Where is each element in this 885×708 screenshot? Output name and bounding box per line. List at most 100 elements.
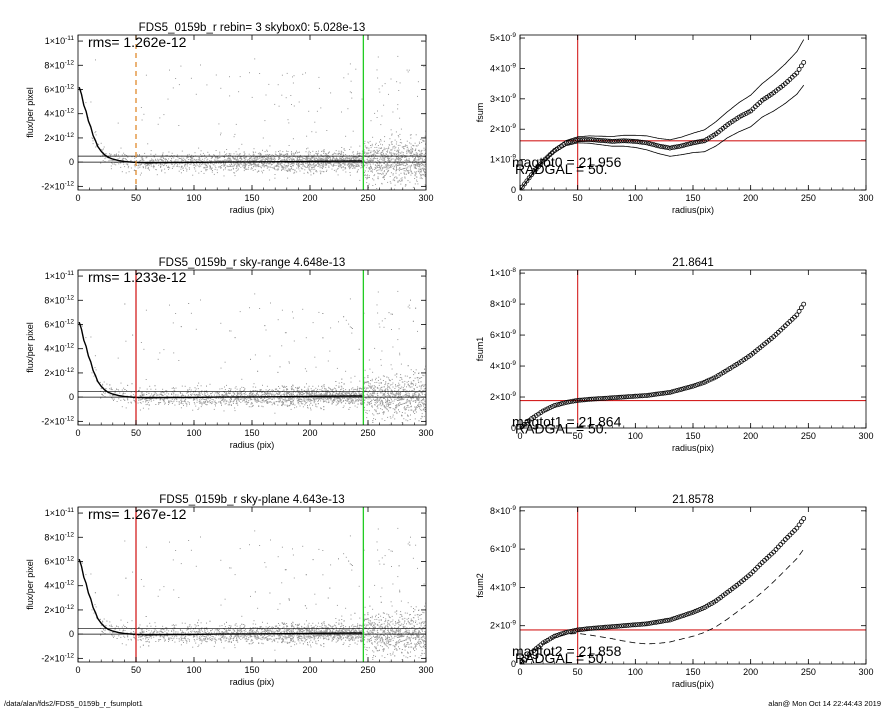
scatter-point: [298, 168, 300, 170]
scatter-point: [297, 386, 299, 388]
scatter-point: [254, 159, 256, 161]
scatter-point: [281, 94, 283, 96]
scatter-point: [408, 385, 410, 386]
scatter-point: [403, 172, 405, 174]
scatter-point: [233, 160, 235, 162]
scatter-point: [206, 166, 208, 168]
scatter-point: [184, 395, 186, 397]
scatter-point: [398, 147, 399, 149]
scatter-point: [317, 154, 318, 156]
scatter-point: [380, 378, 382, 380]
scatter-point: [253, 152, 255, 154]
scatter-point: [369, 166, 371, 168]
scatter-point: [406, 151, 407, 153]
scatter-point: [323, 401, 325, 403]
scatter-point: [397, 180, 399, 182]
scatter-point: [358, 159, 359, 161]
scatter-point: [205, 164, 207, 166]
scatter-point: [419, 172, 421, 174]
scatter-point: [237, 160, 239, 162]
scatter-point: [168, 158, 170, 160]
scatter-point: [387, 163, 389, 165]
scatter-point: [390, 398, 392, 400]
scatter-point: [140, 395, 142, 397]
scatter-point: [314, 157, 316, 159]
scatter-point: [204, 157, 206, 159]
scatter-point: [383, 171, 385, 173]
scatter-point: [293, 340, 295, 342]
scatter-point: [245, 158, 247, 160]
scatter-point: [327, 162, 329, 164]
scatter-point: [172, 87, 174, 89]
scatter-point: [245, 165, 246, 167]
scatter-point: [371, 170, 373, 172]
scatter-point: [220, 134, 221, 136]
scatter-point: [309, 163, 311, 165]
scatter-point: [332, 402, 334, 403]
scatter-point: [339, 164, 341, 166]
scatter-point: [419, 171, 421, 173]
scatter-point: [315, 151, 317, 152]
scatter-point: [409, 155, 411, 156]
scatter-point: [282, 151, 284, 153]
scatter-point: [384, 396, 386, 398]
scatter-point: [191, 157, 193, 159]
scatter-point: [417, 159, 419, 161]
scatter-point: [420, 171, 422, 173]
scatter-point: [423, 404, 425, 405]
scatter-point: [246, 403, 248, 405]
scatter-point: [284, 158, 285, 160]
scatter-point: [361, 393, 363, 395]
scatter-point: [262, 406, 264, 408]
scatter-point: [184, 399, 186, 401]
scatter-point: [211, 168, 213, 170]
scatter-point: [156, 174, 158, 176]
scatter-point: [213, 154, 215, 156]
scatter-point: [423, 399, 425, 401]
scatter-point: [367, 174, 369, 176]
scatter-point: [370, 164, 372, 166]
scatter-point: [332, 392, 334, 394]
scatter-point: [364, 170, 366, 172]
x-tick-label: 100: [186, 193, 201, 203]
scatter-point: [383, 177, 385, 179]
scatter-point: [388, 170, 390, 171]
scatter-point: [356, 153, 358, 155]
scatter-point: [353, 388, 355, 390]
scatter-point: [264, 400, 266, 402]
scatter-point: [340, 159, 342, 160]
scatter-point: [181, 165, 182, 167]
scatter-point: [287, 170, 289, 172]
scatter-point: [398, 395, 400, 397]
scatter-point: [92, 140, 94, 142]
scatter-point: [162, 152, 164, 154]
scatter-point: [323, 406, 325, 407]
scatter-point: [396, 400, 398, 401]
scatter-point: [267, 159, 269, 161]
scatter-point: [376, 117, 378, 118]
scatter-point: [173, 392, 175, 394]
scatter-point: [189, 396, 191, 398]
scatter-point: [278, 163, 279, 165]
scatter-point: [206, 162, 208, 164]
scatter-point: [261, 159, 263, 161]
scatter-point: [278, 166, 280, 168]
scatter-point: [361, 395, 363, 397]
scatter-point: [423, 375, 425, 377]
scatter-point: [233, 172, 235, 174]
scatter-point: [165, 158, 167, 160]
y-tick-exponent: -12: [65, 59, 75, 66]
scatter-point: [381, 183, 383, 185]
scatter-point: [307, 400, 309, 402]
scatter-point: [199, 162, 201, 164]
scatter-point: [348, 155, 350, 157]
scatter-point: [374, 393, 376, 395]
scatter-point: [256, 157, 258, 159]
scatter-point: [376, 163, 378, 165]
scatter-point: [330, 162, 332, 164]
scatter-point: [315, 170, 317, 172]
scatter-point: [389, 176, 391, 177]
scatter-point: [205, 168, 207, 170]
scatter-point: [228, 157, 230, 159]
